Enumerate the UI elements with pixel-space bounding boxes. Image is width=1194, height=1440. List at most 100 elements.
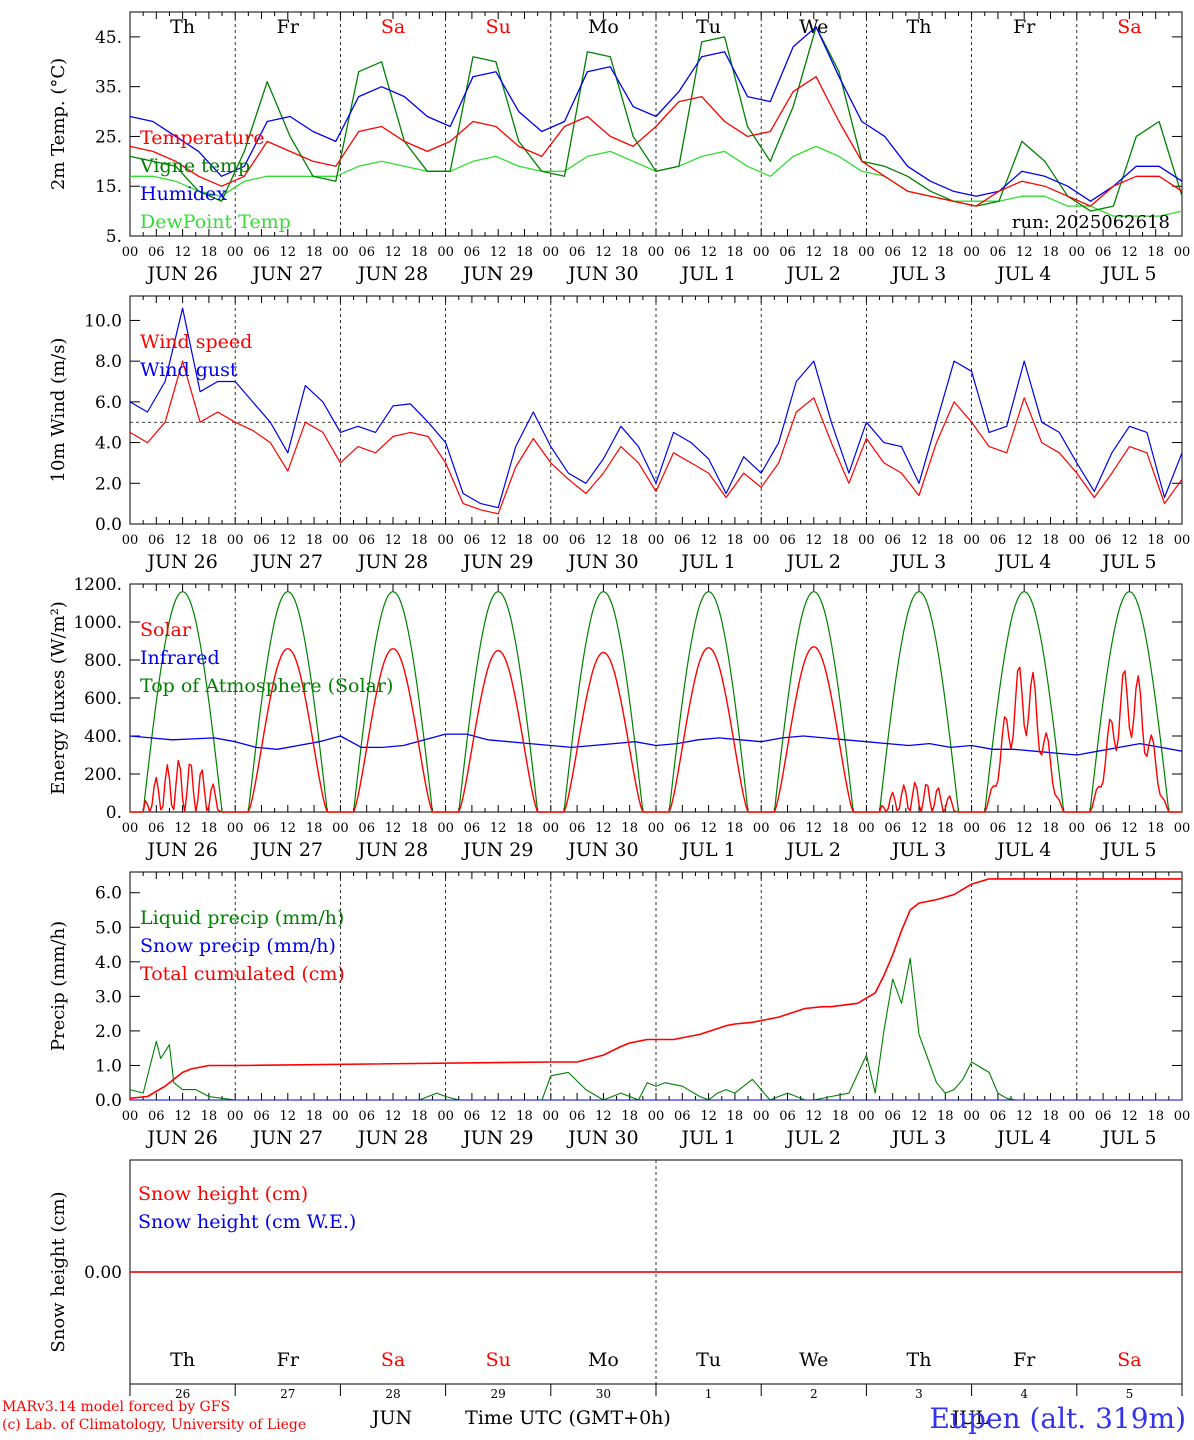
y-tick-label: 10.0: [84, 311, 122, 331]
hour-label: 12: [174, 1109, 191, 1124]
hour-label: 00: [543, 245, 560, 260]
date-label: JUL 2: [785, 551, 841, 573]
legend-entry: Snow height (cm): [138, 1183, 308, 1205]
date-label: JUN 29: [461, 839, 533, 861]
date-label: JUL 5: [1100, 551, 1156, 573]
hour-label: 00: [858, 245, 875, 260]
hour-label: 12: [700, 245, 717, 260]
hour-label: 06: [358, 821, 375, 836]
hour-label: 12: [1121, 1109, 1138, 1124]
hour-label: 00: [753, 1109, 770, 1124]
day-number: 4: [1020, 1387, 1028, 1401]
hour-label: 18: [832, 1109, 849, 1124]
day-name: Th: [907, 16, 932, 38]
legend-entry: Snow height (cm W.E.): [138, 1211, 356, 1233]
hour-label: 00: [543, 1109, 560, 1124]
hour-label: 12: [1016, 821, 1033, 836]
hour-label: 18: [516, 245, 533, 260]
legend-entry: Infrared: [140, 647, 220, 669]
hour-label: 12: [490, 245, 507, 260]
date-label: JUN 29: [461, 551, 533, 573]
hour-label: 06: [779, 245, 796, 260]
day-name: Sa: [1117, 16, 1141, 38]
hour-label: 00: [648, 245, 665, 260]
hour-label: 06: [884, 245, 901, 260]
date-label: JUL 5: [1100, 839, 1156, 861]
y-axis-label: 2m Temp. (°C): [48, 58, 69, 190]
y-axis-label: Precip (mm/h): [48, 921, 69, 1051]
y-tick-label: 0.: [106, 803, 122, 823]
solar-series: [130, 646, 1182, 813]
day-name: Th: [170, 16, 195, 38]
date-label: JUN 26: [145, 1127, 217, 1149]
hour-label: 12: [595, 533, 612, 548]
legend-entry: Wind gust: [140, 359, 238, 381]
hour-label: 18: [411, 821, 428, 836]
hour-label: 00: [332, 245, 349, 260]
legend-entry: Liquid precip (mm/h): [140, 907, 344, 929]
date-label: JUL 3: [890, 1127, 946, 1149]
legend-entry: Vigne temp: [139, 155, 250, 177]
date-label: JUL 1: [679, 551, 735, 573]
y-tick-label: 6.0: [95, 393, 122, 413]
hour-label: 18: [516, 1109, 533, 1124]
day-name: We: [799, 1349, 828, 1371]
hour-label: 06: [674, 245, 691, 260]
date-label: JUL 4: [995, 551, 1051, 573]
hour-label: 00: [1069, 1109, 1086, 1124]
run-label: run: 2025062618: [1012, 212, 1170, 233]
hour-label: 12: [1121, 821, 1138, 836]
date-label: JUN 27: [251, 1127, 323, 1149]
hour-label: 12: [385, 1109, 402, 1124]
date-label: JUN 28: [356, 839, 428, 861]
hour-label: 18: [1147, 245, 1164, 260]
hour-label: 00: [753, 821, 770, 836]
date-label: JUN 29: [461, 263, 533, 285]
date-label: JUL 4: [995, 1127, 1051, 1149]
month-label: JUN: [370, 1407, 412, 1429]
hour-label: 06: [358, 245, 375, 260]
temp-series-0: [129, 76, 1183, 207]
day-number: 3: [915, 1387, 923, 1401]
hour-label: 18: [201, 821, 218, 836]
hour-label: 00: [227, 245, 244, 260]
hour-label: 06: [358, 1109, 375, 1124]
y-tick-label: 2.0: [95, 1022, 122, 1042]
hour-label: 18: [1147, 821, 1164, 836]
hour-label: 00: [963, 245, 980, 260]
hour-label: 12: [595, 1109, 612, 1124]
hour-label: 00: [1069, 533, 1086, 548]
hour-label: 18: [937, 533, 954, 548]
hour-label: 18: [727, 1109, 744, 1124]
hour-label: 00: [753, 245, 770, 260]
hour-label: 00: [122, 533, 139, 548]
date-label: JUN 30: [566, 839, 638, 861]
hour-label: 06: [569, 245, 586, 260]
hour-label: 00: [1174, 245, 1191, 260]
hour-label: 12: [700, 1109, 717, 1124]
hour-label: 18: [1147, 533, 1164, 548]
hour-label: 18: [832, 821, 849, 836]
hour-label: 06: [990, 245, 1007, 260]
day-name: Fr: [277, 16, 300, 38]
date-label: JUN 28: [356, 1127, 428, 1149]
date-label: JUN 27: [251, 551, 323, 573]
hour-label: 18: [1042, 533, 1059, 548]
hour-label: 00: [227, 1109, 244, 1124]
precip-series-2: [129, 878, 1182, 1100]
day-number: 5: [1126, 1387, 1134, 1401]
date-label: JUN 27: [251, 263, 323, 285]
date-label: JUN 26: [145, 551, 217, 573]
day-name: Tu: [696, 1349, 721, 1371]
hour-label: 12: [1121, 245, 1138, 260]
hour-label: 18: [306, 245, 323, 260]
hour-label: 06: [884, 533, 901, 548]
hour-label: 06: [148, 821, 165, 836]
hour-label: 12: [280, 821, 297, 836]
date-label: JUN 30: [566, 263, 638, 285]
y-axis-label: 10m Wind (m/s): [48, 338, 69, 483]
day-name: Sa: [381, 1349, 405, 1371]
hour-label: 12: [806, 533, 823, 548]
hour-label: 12: [280, 1109, 297, 1124]
day-name: Mo: [588, 1349, 619, 1371]
